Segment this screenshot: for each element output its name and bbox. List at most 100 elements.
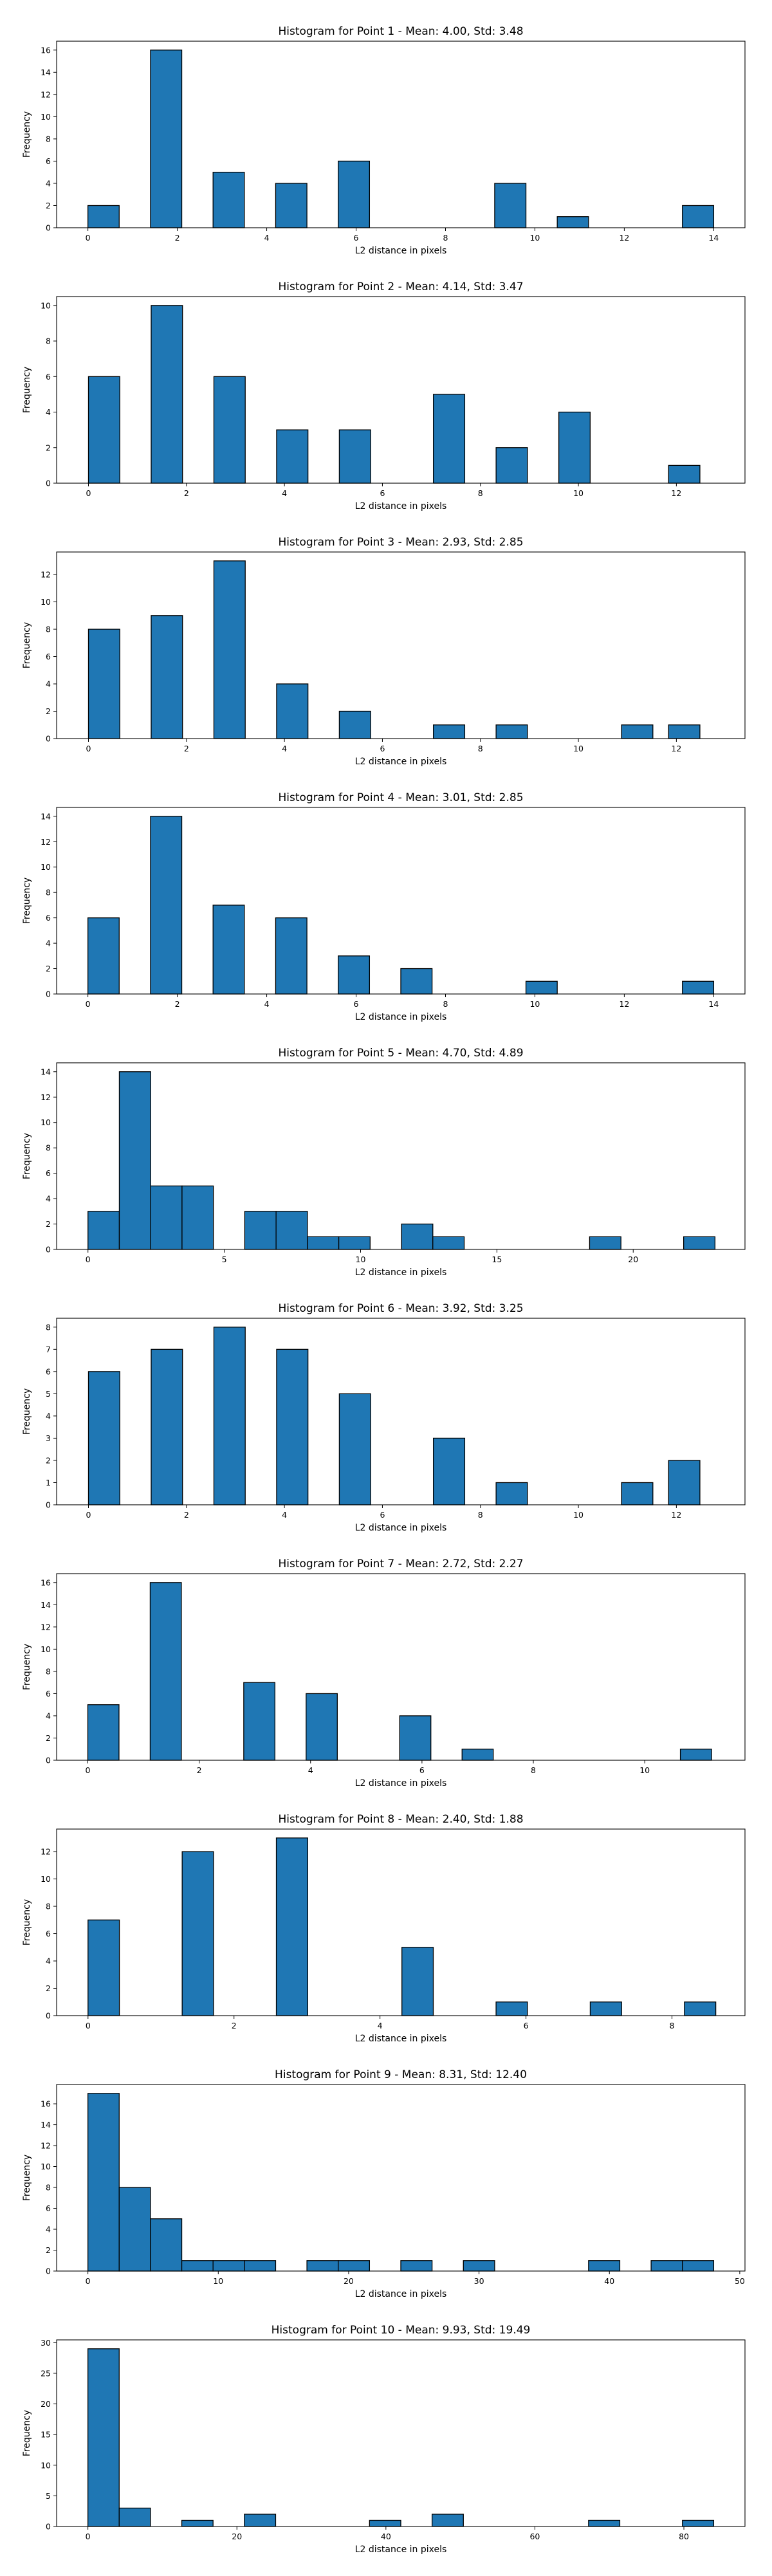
histogram-bar	[495, 447, 528, 484]
x-tick-label: 8	[443, 999, 448, 1009]
y-tick-label: 2	[46, 1455, 51, 1465]
y-tick-label: 16	[41, 45, 51, 55]
y-tick-label: 12	[41, 89, 51, 99]
x-tick-label: 8	[443, 233, 448, 243]
x-tick-label: 2	[232, 2021, 237, 2030]
y-tick-label: 0	[46, 1245, 51, 1255]
histogram-bar	[87, 2093, 120, 2272]
y-tick-label: 0	[46, 479, 51, 488]
y-tick-label: 5	[46, 2491, 51, 2501]
x-tick-label: 10	[573, 1510, 584, 1520]
histogram-bar	[494, 183, 527, 228]
y-axis-label: Frequency	[22, 367, 32, 413]
x-tick-label: 80	[679, 2532, 689, 2541]
histogram-bar	[87, 205, 120, 228]
x-tick-label: 2	[175, 233, 180, 243]
histogram-bar	[307, 1236, 340, 1250]
x-tick-label: 60	[529, 2532, 540, 2541]
histogram-bar	[684, 2001, 717, 2016]
chart-title: Histogram for Point 4 - Mean: 3.01, Std:…	[278, 791, 523, 804]
histogram-bar	[151, 1348, 183, 1505]
histogram-bar	[401, 1223, 434, 1250]
chart-title: Histogram for Point 2 - Mean: 4.14, Std:…	[278, 281, 523, 293]
histogram-bar	[149, 1582, 182, 1761]
y-tick-label: 4	[46, 1956, 51, 1966]
histogram-bar	[87, 1704, 120, 1761]
y-tick-label: 10	[41, 2460, 51, 2470]
y-tick-label: 0	[46, 2267, 51, 2276]
histogram-bar	[683, 1236, 716, 1250]
y-tick-label: 20	[41, 2399, 51, 2409]
y-tick-label: 25	[41, 2368, 51, 2378]
x-tick-label: 0	[86, 2276, 91, 2286]
x-tick-label: 4	[282, 1510, 287, 1520]
y-tick-label: 12	[41, 1847, 51, 1857]
axes-frame	[56, 1573, 746, 1761]
histogram-bar	[338, 1236, 371, 1250]
y-axis-label: Frequency	[22, 2410, 32, 2456]
y-tick-label: 10	[41, 1118, 51, 1127]
histogram-bar	[275, 1211, 308, 1250]
y-axis-label: Frequency	[22, 878, 32, 924]
x-tick-label: 4	[282, 488, 287, 498]
y-tick-label: 7	[46, 1345, 51, 1354]
histogram-bar	[668, 1460, 701, 1505]
x-tick-label: 4	[308, 1765, 313, 1775]
histogram-bar	[588, 2260, 621, 2272]
x-tick-label: 6	[380, 1510, 385, 1520]
histogram-bar	[682, 980, 715, 995]
histogram-bar	[401, 1947, 434, 2016]
x-tick-label: 10	[213, 2276, 223, 2286]
y-tick-label: 6	[46, 1689, 51, 1698]
y-tick-label: 10	[41, 597, 51, 607]
histogram-bar	[87, 376, 120, 484]
chart-title: Histogram for Point 6 - Mean: 3.92, Std:…	[278, 1302, 523, 1315]
histogram-bar	[244, 1211, 277, 1250]
x-tick-label: 8	[670, 2021, 675, 2030]
x-tick-label: 10	[356, 1255, 366, 1264]
histogram-bar	[150, 50, 183, 228]
histogram-bar	[244, 2514, 277, 2527]
x-tick-label: 20	[628, 1255, 638, 1264]
y-axis-label: Frequency	[22, 1644, 32, 1690]
x-tick-label: 0	[86, 744, 91, 753]
x-tick-label: 6	[354, 999, 359, 1009]
chart-panel-6: Histogram for Point 6 - Mean: 3.92, Std:…	[22, 1302, 746, 1533]
y-axis-label: Frequency	[22, 622, 32, 668]
y-tick-label: 4	[46, 939, 51, 948]
x-tick-label: 8	[531, 1765, 536, 1775]
histogram-bar	[399, 1715, 432, 1761]
x-tick-label: 8	[478, 488, 483, 498]
histogram-bar	[87, 917, 120, 995]
histogram-bar	[87, 629, 120, 739]
histogram-bar	[682, 205, 715, 228]
x-tick-label: 2	[197, 1765, 202, 1775]
y-tick-label: 1	[46, 1478, 51, 1487]
x-axis-label: L2 distance in pixels	[355, 1778, 447, 1789]
chart-panel-9: Histogram for Point 9 - Mean: 8.31, Std:…	[22, 2068, 746, 2299]
histogram-bar	[181, 1185, 214, 1250]
y-tick-label: 0	[46, 223, 51, 233]
y-tick-label: 2	[46, 443, 51, 452]
axes-frame	[56, 1828, 746, 2016]
histogram-bar	[338, 1393, 371, 1505]
histogram-bar	[181, 1851, 214, 2016]
x-tick-label: 2	[175, 999, 180, 1009]
histogram-bar	[668, 465, 701, 484]
chart-title: Histogram for Point 3 - Mean: 2.93, Std:…	[278, 536, 523, 549]
x-axis-label: L2 distance in pixels	[355, 246, 447, 256]
y-tick-label: 8	[46, 1666, 51, 1676]
histogram-bar	[338, 710, 371, 739]
y-tick-label: 14	[41, 811, 51, 821]
histogram-bar	[338, 429, 371, 484]
x-tick-label: 10	[639, 1765, 650, 1775]
histogram-bar	[276, 429, 309, 484]
y-tick-label: 15	[41, 2430, 51, 2440]
histogram-bar	[213, 376, 246, 484]
x-tick-label: 30	[474, 2276, 484, 2286]
y-tick-label: 2	[46, 1983, 51, 1993]
histogram-bar	[275, 917, 308, 995]
x-tick-label: 12	[671, 1510, 681, 1520]
x-tick-label: 10	[573, 744, 584, 753]
histogram-bar	[650, 2260, 683, 2272]
